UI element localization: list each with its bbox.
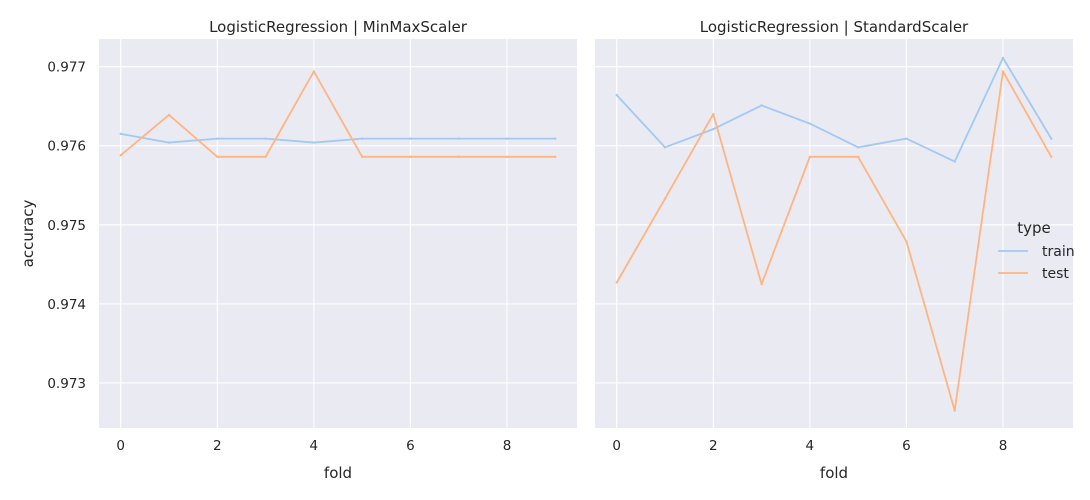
y-tick-label: 0.977 (47, 60, 86, 76)
data-point-test (1050, 155, 1053, 159)
data-point-train (409, 137, 412, 140)
data-point-test (505, 155, 509, 159)
data-point-test (119, 154, 122, 157)
data-point-test (312, 70, 316, 73)
series-line-train (120, 132, 556, 144)
y-tick-label: 0.973 (47, 376, 86, 392)
data-point-train (264, 137, 267, 140)
y-tick-label: 0.974 (47, 297, 86, 313)
data-point-train (360, 137, 364, 140)
legend-label-test: test (1042, 266, 1069, 282)
x-tick-label: 2 (709, 438, 718, 454)
panel-minmaxscaler: 0 2 4 6 8 0.973 0.974 0.975 0.976 0.977 LogisticRe… (19, 18, 577, 482)
data-point-train (1050, 137, 1053, 140)
data-point-train (1001, 56, 1005, 60)
data-point-test (905, 240, 908, 243)
data-point-test (808, 155, 812, 159)
x-tick-label: 0 (116, 438, 125, 454)
plot-area (595, 39, 1073, 428)
legend: type train test (998, 219, 1075, 282)
data-point-train (808, 122, 812, 125)
x-tick-label: 6 (902, 438, 911, 454)
data-point-test (264, 155, 267, 159)
data-point-test (216, 155, 219, 159)
data-point-test (953, 409, 956, 412)
plot-area (99, 39, 577, 428)
data-point-train (457, 137, 460, 140)
y-tick-label: 0.975 (47, 218, 86, 234)
x-tick-label: 8 (999, 438, 1008, 454)
data-point-test (663, 197, 667, 200)
x-tick-label: 8 (503, 438, 512, 454)
x-axis-label: fold (324, 464, 352, 482)
x-tick-label: 0 (612, 438, 621, 454)
panel-title: LogisticRegression | MinMaxScaler (209, 18, 468, 36)
data-point-test (457, 155, 460, 159)
data-point-train (505, 137, 509, 140)
data-point-train (216, 137, 219, 140)
data-point-test (615, 281, 618, 284)
data-point-test (760, 282, 763, 286)
y-tick-label: 0.976 (47, 139, 86, 155)
x-axis-label: fold (820, 464, 848, 482)
data-point-test (712, 112, 715, 116)
data-point-test (856, 155, 860, 159)
legend-label-train: train (1042, 244, 1075, 260)
data-point-train (712, 127, 715, 131)
data-point-train (167, 141, 171, 144)
legend-title: type (1017, 219, 1051, 237)
data-point-test (167, 113, 171, 117)
data-point-test (409, 155, 412, 159)
data-point-train (953, 160, 956, 163)
data-point-train (663, 146, 667, 149)
x-tick-label: 6 (406, 438, 415, 454)
panel-standardscaler: 0 2 4 6 8 LogisticRegression | StandardScaler… (595, 18, 1073, 482)
panel-title: LogisticRegression | StandardScaler (700, 18, 969, 36)
data-point-train (905, 137, 908, 140)
data-point-train (615, 93, 618, 97)
data-point-train (760, 104, 763, 107)
series-line-test (120, 70, 556, 158)
data-point-test (554, 155, 557, 159)
data-point-train (119, 132, 122, 136)
series-line-train (616, 57, 1053, 163)
data-point-test (1001, 70, 1005, 73)
x-tick-label: 4 (310, 438, 319, 454)
y-axis-label: accuracy (19, 200, 37, 268)
x-tick-label: 4 (806, 438, 815, 454)
data-point-test (360, 155, 364, 159)
data-point-train (856, 146, 860, 149)
data-point-train (312, 141, 316, 144)
series-line-test (615, 70, 1053, 412)
data-point-train (554, 137, 557, 140)
x-tick-label: 2 (213, 438, 222, 454)
